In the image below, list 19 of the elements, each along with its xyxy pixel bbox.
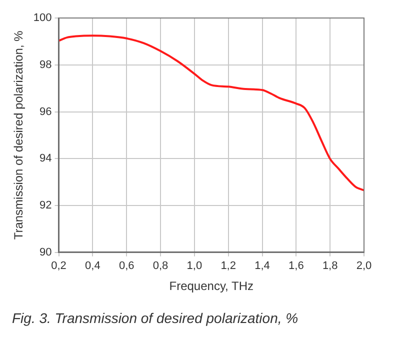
y-tick-label: 100: [33, 12, 52, 24]
y-tick-label: 98: [40, 58, 52, 71]
x-tick-label: 0,6: [118, 260, 134, 272]
caption: Fig. 3. Transmission of desired polarization, %: [12, 310, 300, 326]
x-tick-label: 2,0: [356, 260, 372, 272]
x-tick-label: 1,0: [186, 260, 202, 272]
y-tick-label: 92: [40, 200, 52, 212]
y-axis-title: Transmission of desired polarization, %: [12, 30, 26, 240]
x-tick-label: 1,6: [288, 260, 304, 272]
x-tick-label: 1,2: [220, 260, 236, 272]
x-axis-title: Frequency, THz: [169, 279, 254, 294]
y-tick-label: 90: [40, 246, 52, 258]
x-tick-label: 1,4: [254, 260, 270, 272]
x-tick-label: 0,8: [152, 260, 168, 272]
x-tick-label: 1,8: [322, 260, 338, 272]
x-tick-label: 0,2: [51, 260, 66, 272]
y-tick-label: 94: [40, 152, 52, 165]
x-tick-label: 0,4: [85, 260, 100, 272]
y-tick-label: 96: [40, 106, 52, 118]
